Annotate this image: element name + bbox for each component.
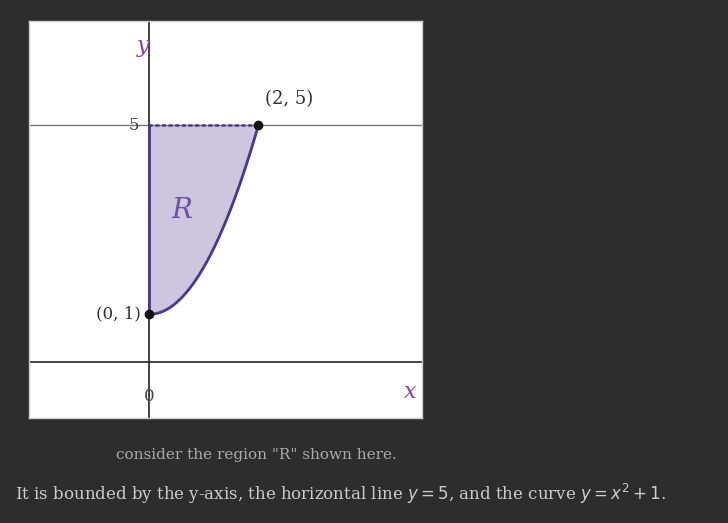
Text: consider the region "R" shown here.: consider the region "R" shown here. (116, 448, 397, 462)
Text: 5: 5 (129, 117, 140, 133)
Text: It is bounded by the y-axis, the horizontal line $y = 5$, and the curve $y = x^2: It is bounded by the y-axis, the horizon… (15, 482, 665, 506)
Text: (2, 5): (2, 5) (265, 90, 313, 108)
Text: 0: 0 (144, 388, 154, 405)
Text: y: y (136, 35, 149, 57)
Text: x: x (404, 381, 417, 403)
Text: (0, 1): (0, 1) (96, 306, 141, 323)
Text: R: R (172, 197, 192, 224)
